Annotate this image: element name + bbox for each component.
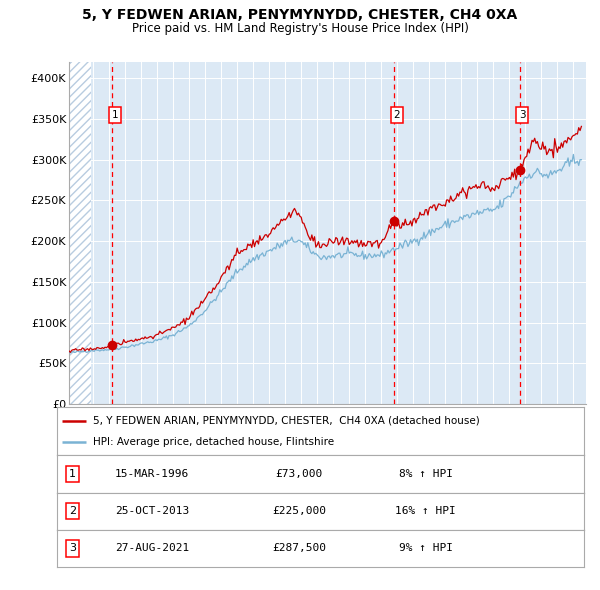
Text: Price paid vs. HM Land Registry's House Price Index (HPI): Price paid vs. HM Land Registry's House … [131,22,469,35]
Text: 5, Y FEDWEN ARIAN, PENYMYNYDD, CHESTER,  CH4 0XA (detached house): 5, Y FEDWEN ARIAN, PENYMYNYDD, CHESTER, … [93,415,479,425]
Text: 2: 2 [69,506,76,516]
Text: 2: 2 [394,110,400,120]
Text: £225,000: £225,000 [272,506,326,516]
Text: 3: 3 [70,543,76,553]
Text: 1: 1 [112,110,118,120]
Text: 8% ↑ HPI: 8% ↑ HPI [399,469,453,479]
Text: £73,000: £73,000 [276,469,323,479]
Text: £287,500: £287,500 [272,543,326,553]
Text: 15-MAR-1996: 15-MAR-1996 [115,469,189,479]
Text: 1: 1 [70,469,76,479]
Text: 9% ↑ HPI: 9% ↑ HPI [399,543,453,553]
Text: HPI: Average price, detached house, Flintshire: HPI: Average price, detached house, Flin… [93,437,334,447]
Text: 3: 3 [519,110,526,120]
Text: 25-OCT-2013: 25-OCT-2013 [115,506,189,516]
Text: 5, Y FEDWEN ARIAN, PENYMYNYDD, CHESTER, CH4 0XA: 5, Y FEDWEN ARIAN, PENYMYNYDD, CHESTER, … [82,8,518,22]
Text: 27-AUG-2021: 27-AUG-2021 [115,543,189,553]
Text: 16% ↑ HPI: 16% ↑ HPI [395,506,456,516]
